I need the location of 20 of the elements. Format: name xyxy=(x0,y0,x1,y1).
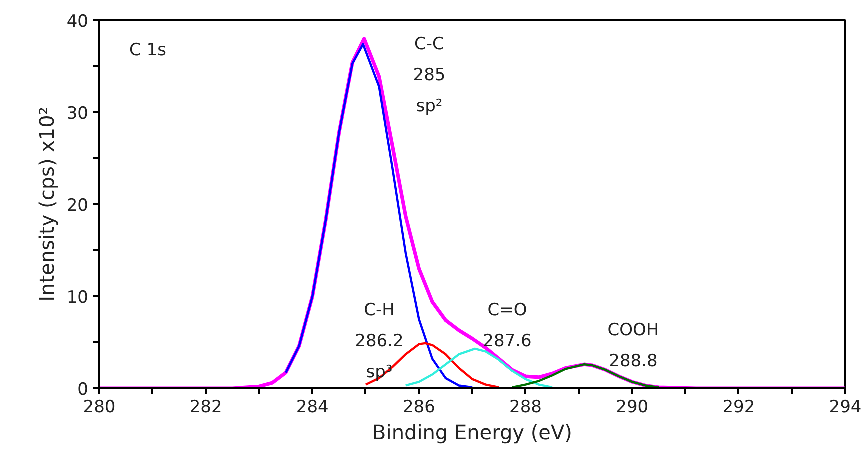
y-tick-label: 20 xyxy=(66,196,89,216)
x-tick-label: 284 xyxy=(296,398,329,418)
annotation: C=O 287.6 xyxy=(483,300,532,352)
x-tick-label: 290 xyxy=(616,398,649,418)
x-tick-label: 282 xyxy=(190,398,222,418)
line-series xyxy=(404,348,554,388)
annotation: C-C 285 sp² xyxy=(413,34,446,116)
x-tick-label: 294 xyxy=(829,398,862,418)
y-tick-label: 30 xyxy=(66,104,89,124)
x-axis-title: Binding Energy (eV) xyxy=(372,420,572,444)
annotation: COOH 288.8 xyxy=(608,320,660,372)
annotation: C 1s xyxy=(130,40,167,60)
y-axis-title: Intensity (cps) x10² xyxy=(34,107,59,302)
x-tick-label: 280 xyxy=(83,398,116,418)
x-tick-label: 286 xyxy=(402,398,436,418)
x-tick-label: 292 xyxy=(722,398,756,418)
y-tick-label: 10 xyxy=(66,288,89,308)
x-tick-label: 288 xyxy=(510,398,542,418)
y-tick-label: 40 xyxy=(66,12,89,32)
y-tick-label: 0 xyxy=(78,380,89,400)
